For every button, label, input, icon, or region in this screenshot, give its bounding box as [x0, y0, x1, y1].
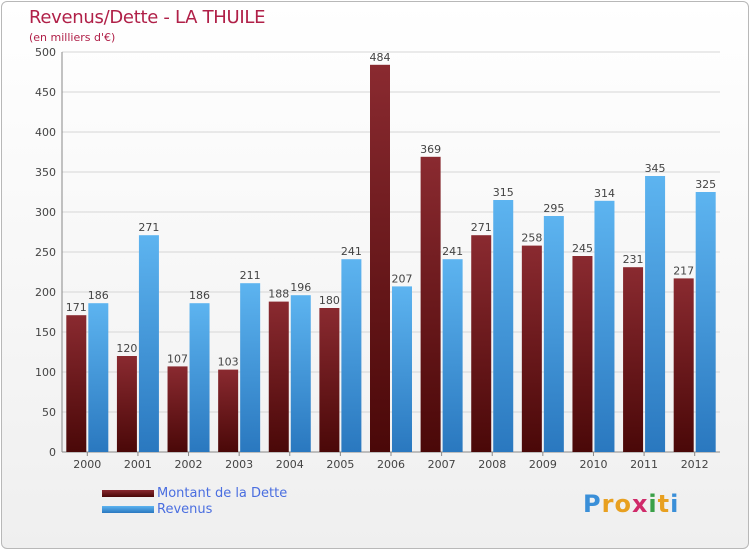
bar-dette [268, 301, 289, 452]
x-tick-label: 2001 [124, 458, 152, 471]
y-tick-label: 350 [35, 166, 56, 179]
bar-dette [623, 267, 644, 452]
y-tick-label: 150 [35, 326, 56, 339]
legend-label-revenus: Revenus [157, 502, 213, 517]
x-tick-label: 2008 [478, 458, 506, 471]
bar-dette [66, 315, 87, 452]
x-tick-label: 2009 [529, 458, 557, 471]
data-label-dette: 188 [268, 288, 289, 301]
y-tick-label: 300 [35, 206, 56, 219]
y-tick-label: 500 [35, 46, 56, 59]
logo-letter: o [614, 490, 632, 518]
data-label-revenus: 315 [493, 186, 514, 199]
data-label-dette: 271 [471, 221, 492, 234]
x-tick-label: 2005 [326, 458, 354, 471]
x-tick-label: 2004 [276, 458, 304, 471]
bar-revenus [392, 286, 412, 452]
data-label-revenus: 211 [240, 269, 261, 282]
data-label-dette: 258 [521, 232, 542, 245]
bar-revenus [645, 176, 666, 452]
chart-title: Revenus/Dette - LA THUILE [29, 7, 266, 28]
logo-letter: r [601, 490, 615, 518]
x-tick-label: 2011 [630, 458, 658, 471]
data-label-dette: 120 [116, 342, 137, 355]
bar-dette [218, 369, 239, 452]
bar-dette [116, 356, 137, 452]
bar-dette [420, 156, 441, 453]
data-label-revenus: 241 [341, 245, 362, 258]
bar-revenus [189, 303, 210, 452]
x-tick-label: 2000 [73, 458, 101, 471]
proxiti-logo: Proxiti [583, 490, 679, 518]
logo-letter: P [583, 490, 602, 518]
x-tick-label: 2012 [681, 458, 709, 471]
data-label-dette: 369 [420, 143, 441, 156]
data-label-dette: 103 [218, 356, 239, 369]
bar-revenus [240, 283, 261, 452]
bar-revenus [493, 200, 514, 452]
bar-revenus [290, 295, 311, 452]
data-label-revenus: 314 [594, 187, 615, 200]
bar-dette [572, 256, 593, 452]
x-tick-label: 2006 [377, 458, 405, 471]
data-label-dette: 217 [673, 264, 694, 277]
y-tick-label: 100 [35, 366, 56, 379]
logo-letter: i [670, 490, 680, 518]
data-label-dette: 231 [623, 253, 644, 266]
bar-revenus [442, 259, 463, 452]
logo-letter: i [648, 490, 658, 518]
y-tick-label: 450 [35, 86, 56, 99]
bar-dette [521, 245, 542, 452]
data-label-revenus: 295 [543, 202, 564, 215]
legend-swatch-revenus [102, 506, 154, 513]
data-label-revenus: 186 [88, 289, 109, 302]
x-tick-label: 2002 [175, 458, 203, 471]
y-tick-label: 200 [35, 286, 56, 299]
data-label-dette: 484 [370, 51, 391, 64]
bar-revenus [695, 192, 716, 452]
y-tick-label: 50 [42, 406, 56, 419]
bar-revenus [594, 200, 615, 452]
x-tick-label: 2007 [428, 458, 456, 471]
legend-label-dette: Montant de la Dette [157, 486, 288, 501]
bar-dette [370, 64, 390, 453]
y-tick-label: 400 [35, 126, 56, 139]
data-label-dette: 107 [167, 352, 188, 365]
data-label-revenus: 271 [138, 221, 159, 234]
data-label-revenus: 207 [392, 272, 413, 285]
data-label-revenus: 186 [189, 289, 210, 302]
data-label-revenus: 345 [645, 162, 666, 175]
data-label-revenus: 241 [442, 245, 463, 258]
bar-dette [319, 308, 340, 452]
logo-letter: x [631, 490, 649, 518]
bar-dette [471, 235, 492, 452]
logo-letter: t [657, 490, 671, 518]
legend-swatch-dette [102, 490, 154, 497]
x-tick-label: 2003 [225, 458, 253, 471]
data-label-dette: 180 [319, 294, 340, 307]
data-label-revenus: 325 [695, 178, 716, 191]
data-label-dette: 245 [572, 242, 593, 255]
bar-revenus [88, 303, 109, 452]
y-tick-label: 250 [35, 246, 56, 259]
chart-subtitle: (en milliers d'€) [29, 31, 116, 44]
bar-revenus [341, 259, 362, 452]
y-tick-label: 0 [49, 446, 56, 459]
data-label-revenus: 196 [290, 281, 311, 294]
data-label-dette: 171 [66, 301, 87, 314]
bar-dette [673, 278, 694, 452]
bar-revenus [138, 235, 159, 452]
bar-dette [167, 366, 188, 452]
x-tick-label: 2010 [579, 458, 607, 471]
bar-revenus [543, 216, 564, 452]
